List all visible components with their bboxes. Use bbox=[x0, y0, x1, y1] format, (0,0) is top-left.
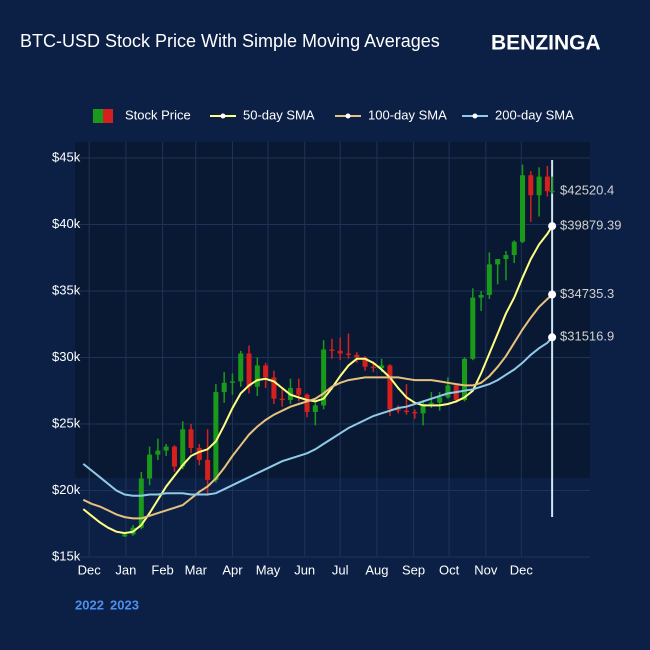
y-tick-label: $30k bbox=[52, 349, 81, 364]
candle-body bbox=[155, 450, 161, 455]
candle-body bbox=[279, 398, 285, 401]
highlight-region bbox=[75, 142, 590, 478]
x-tick-label: Dec bbox=[78, 562, 102, 577]
candle-body bbox=[495, 259, 501, 265]
legend: Stock Price 50-day SMA 100-day SMA 200-day … bbox=[93, 107, 574, 123]
candle-body bbox=[395, 409, 401, 411]
end-marker bbox=[548, 290, 557, 299]
candle-body bbox=[544, 176, 550, 192]
candle-body bbox=[304, 394, 310, 413]
candle-body bbox=[354, 354, 360, 358]
legend-icon bbox=[472, 113, 478, 119]
candle-body bbox=[171, 446, 177, 467]
end-label: $42520.4 bbox=[560, 182, 614, 197]
candle-body bbox=[122, 534, 128, 537]
y-tick-label: $40k bbox=[52, 216, 81, 231]
candle-body bbox=[412, 412, 418, 414]
candle-body bbox=[163, 446, 169, 451]
candle-body bbox=[503, 255, 509, 260]
candle-body bbox=[246, 353, 252, 387]
y-tick-label: $20k bbox=[52, 482, 81, 497]
y-tick-label: $45k bbox=[52, 149, 81, 164]
y-tick-label: $25k bbox=[52, 415, 81, 430]
x-tick-label: Mar bbox=[185, 562, 208, 577]
y-tick-label: $15k bbox=[52, 548, 81, 563]
end-label: $31516.9 bbox=[560, 329, 614, 344]
candle-body bbox=[428, 402, 434, 405]
x-tick-label: Nov bbox=[474, 562, 498, 577]
candle-body bbox=[254, 365, 260, 387]
candle-body bbox=[486, 264, 492, 295]
candle-body bbox=[403, 410, 409, 413]
x-tick-label: Jan bbox=[115, 562, 136, 577]
legend-label: Stock Price bbox=[125, 107, 191, 122]
legend-icon bbox=[93, 109, 103, 123]
brand: BENZINGA bbox=[491, 32, 601, 55]
chart-title: BTC-USD Stock Price With Simple Moving A… bbox=[20, 31, 440, 51]
candle-body bbox=[321, 349, 327, 406]
candle-body bbox=[188, 429, 194, 448]
legend-label: 100-day SMA bbox=[368, 107, 447, 122]
candle-body bbox=[470, 297, 476, 359]
legend-icon bbox=[103, 109, 113, 123]
candle-body bbox=[180, 429, 186, 467]
legend-icon bbox=[220, 113, 226, 119]
candle-body bbox=[147, 454, 153, 479]
candle-body bbox=[387, 365, 393, 410]
candle-body bbox=[511, 241, 517, 256]
x-tick-label: May bbox=[256, 562, 281, 577]
candle-body bbox=[296, 388, 302, 395]
candle-body bbox=[379, 365, 385, 369]
candle-body bbox=[196, 447, 202, 460]
sma-line bbox=[82, 336, 553, 497]
candle-body bbox=[271, 377, 277, 399]
x-tick-label: Aug bbox=[365, 562, 388, 577]
candle-body bbox=[462, 358, 468, 401]
x-tick-label: Feb bbox=[151, 562, 173, 577]
end-label: $39879.39 bbox=[560, 218, 621, 233]
candle-body bbox=[536, 176, 542, 196]
candle-body bbox=[362, 357, 368, 367]
x-tick-label: Oct bbox=[439, 562, 460, 577]
end-label: $34735.3 bbox=[560, 286, 614, 301]
candle-body bbox=[229, 381, 235, 383]
candle-body bbox=[370, 366, 376, 369]
sma-line bbox=[82, 293, 553, 520]
candle-body bbox=[445, 385, 451, 398]
candle-body bbox=[437, 397, 443, 403]
legend-icon bbox=[345, 113, 351, 119]
year-label: 2023 bbox=[110, 597, 139, 612]
x-tick-label: Jul bbox=[332, 562, 349, 577]
candle-body bbox=[345, 353, 351, 355]
candle-body bbox=[337, 350, 343, 354]
candle-body bbox=[478, 294, 484, 298]
x-tick-label: Sep bbox=[402, 562, 425, 577]
candle-body bbox=[329, 349, 335, 351]
x-tick-label: Dec bbox=[510, 562, 534, 577]
candle-body bbox=[205, 459, 211, 480]
candle-body bbox=[420, 404, 426, 414]
x-tick-label: Apr bbox=[222, 562, 243, 577]
legend-label: 200-day SMA bbox=[495, 107, 574, 122]
candle-body bbox=[263, 365, 269, 378]
candle-body bbox=[549, 190, 555, 192]
candle-body bbox=[213, 392, 219, 480]
end-marker bbox=[548, 333, 557, 342]
x-tick-label: Jun bbox=[294, 562, 315, 577]
y-tick-label: $35k bbox=[52, 282, 81, 297]
end-marker bbox=[548, 222, 557, 231]
candle-body bbox=[221, 382, 227, 393]
candle-body bbox=[312, 405, 318, 413]
candle-body bbox=[528, 175, 534, 196]
candle-body bbox=[520, 175, 526, 242]
legend-label: 50-day SMA bbox=[243, 107, 315, 122]
candle-body bbox=[238, 353, 244, 382]
year-label: 2022 bbox=[75, 597, 104, 612]
candle-body bbox=[138, 478, 144, 528]
